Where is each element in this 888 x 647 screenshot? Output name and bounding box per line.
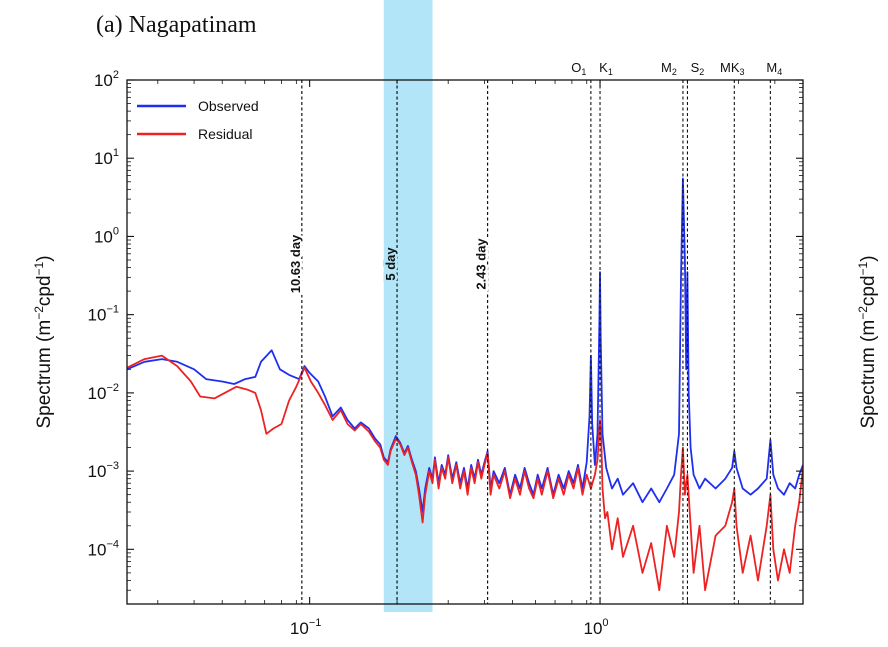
highlight-band: [383, 0, 433, 612]
constituent-label-0: O1: [571, 60, 586, 77]
period-label-1: 5 day: [383, 247, 398, 281]
legend-label-observed: Observed: [198, 98, 259, 114]
y-tick-label-1: 101: [94, 147, 119, 168]
panel-title: (a) Nagapatinam: [96, 12, 257, 38]
period-label-2: 2.43 day: [474, 238, 489, 290]
y-tick-label-4: 10−2: [88, 382, 119, 403]
vertical-lines-layer: 10.63 day 5 day 2.43 day: [285, 80, 771, 604]
highlight-band-layer: [383, 0, 433, 612]
right-panel-y-axis-label: Spectrum (m−2cpd−1): [856, 255, 879, 428]
constituent-label-2: M2: [661, 60, 677, 77]
x-tick-label-0: 10−1: [290, 617, 321, 638]
legend: Observed Residual: [137, 98, 259, 142]
y-tick-label-2: 100: [94, 225, 119, 246]
constituent-label-1: K1: [599, 60, 613, 77]
constituent-label-3: S2: [691, 60, 705, 77]
axes-layer: O1 K1 M2 S2 MK3 M4 102 101 100 10−1 10−2 10−3 10−4 10…: [88, 60, 804, 638]
series-line-observed: [127, 177, 803, 513]
period-label-0: 10.63 day: [288, 234, 303, 293]
series-line-residual: [127, 354, 803, 592]
plot-frame: [126, 79, 804, 605]
y-tick-label-6: 10−4: [88, 538, 119, 559]
y-axis-label: Spectrum (m−2cpd−1): [32, 255, 55, 428]
y-tick-label-0: 102: [94, 69, 119, 90]
constituent-label-4: MK3: [720, 60, 745, 77]
series-layer: [127, 177, 803, 592]
y-tick-label-5: 10−3: [88, 460, 119, 481]
y-tick-label-3: 10−1: [88, 304, 119, 325]
legend-label-residual: Residual: [198, 126, 252, 142]
x-tick-label-1: 100: [584, 617, 609, 638]
constituent-label-5: M4: [766, 60, 782, 77]
